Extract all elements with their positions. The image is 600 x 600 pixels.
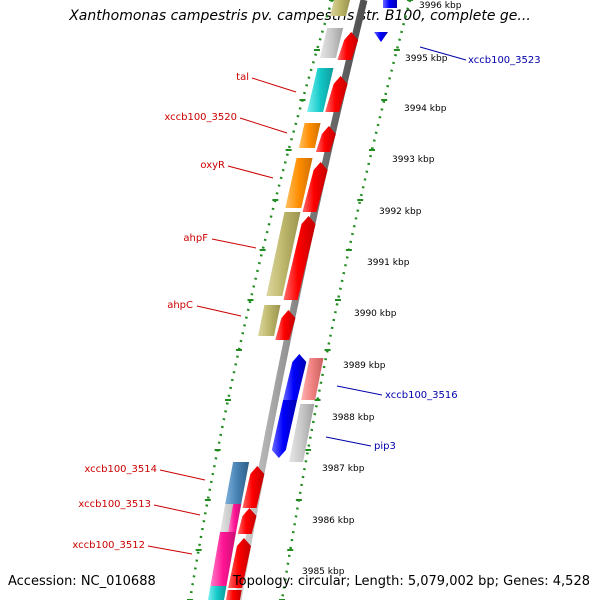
kbp-label: 3990 kbp xyxy=(354,309,397,319)
cds-arrow[interactable] xyxy=(302,162,328,212)
kbp-label: 3996 kbp xyxy=(419,1,462,11)
kbp-label: 3994 kbp xyxy=(404,104,447,114)
cds-arrow[interactable] xyxy=(283,216,316,300)
gene-label-xccb100-3512[interactable]: xccb100_3512 xyxy=(72,540,145,551)
gene-block[interactable] xyxy=(285,158,313,208)
gene-label-ahpF[interactable]: ahpF xyxy=(183,233,208,244)
leader-line xyxy=(239,117,288,134)
leader-line xyxy=(251,77,297,93)
gene-label-xccb100-3514[interactable]: xccb100_3514 xyxy=(84,464,157,475)
gene-block[interactable] xyxy=(298,123,321,148)
gene-label-ahpC[interactable]: ahpC xyxy=(167,300,193,311)
cds-arrow[interactable] xyxy=(237,508,257,534)
kbp-label: 3991 kbp xyxy=(367,258,410,268)
cds-arrow[interactable] xyxy=(271,400,298,458)
leader-line xyxy=(325,436,372,447)
cds-arrow[interactable] xyxy=(374,32,388,42)
gene-label-pip3[interactable]: pip3 xyxy=(374,441,396,452)
gene-block[interactable] xyxy=(319,28,344,58)
kbp-label: 3987 kbp xyxy=(322,464,365,474)
cds-arrow[interactable] xyxy=(325,76,348,112)
gene-block[interactable] xyxy=(330,0,350,16)
leader-line xyxy=(227,165,274,179)
gene-block[interactable] xyxy=(307,68,334,112)
kbp-label: 3992 kbp xyxy=(379,207,422,217)
gene-block[interactable] xyxy=(228,504,242,532)
kbp-label: 3986 kbp xyxy=(312,516,355,526)
gene-block[interactable] xyxy=(225,462,250,504)
map-title: Xanthomonas campestris pv. campestris st… xyxy=(69,8,531,24)
gene-label-tal[interactable]: tal xyxy=(236,72,249,83)
cds-arrow[interactable] xyxy=(283,354,307,400)
cds-arrow[interactable] xyxy=(242,466,265,508)
gene-block[interactable] xyxy=(208,586,227,600)
gene-block[interactable] xyxy=(301,358,324,400)
accession-text: Accession: NC_010688 xyxy=(8,574,156,589)
kbp-label: 3985 kbp xyxy=(302,567,345,577)
gene-block[interactable] xyxy=(266,212,301,296)
leader-line xyxy=(211,238,257,249)
cds-arrow[interactable] xyxy=(275,310,296,340)
gene-block[interactable] xyxy=(289,404,315,462)
gene-features xyxy=(208,0,397,600)
kbp-label: 3995 kbp xyxy=(405,54,448,64)
label-leader-lines xyxy=(147,46,467,555)
leader-line xyxy=(153,504,201,516)
kbp-label: 3988 kbp xyxy=(332,413,375,423)
leader-line xyxy=(159,469,206,481)
gene-label-xccb100-3523[interactable]: xccb100_3523 xyxy=(468,55,541,66)
gene-block[interactable] xyxy=(383,0,397,8)
left-tick-track xyxy=(188,0,334,600)
cds-arrow[interactable] xyxy=(315,126,336,152)
leader-line xyxy=(196,305,242,317)
leader-line xyxy=(419,46,467,61)
gene-block[interactable] xyxy=(226,590,242,600)
cds-arrow[interactable] xyxy=(228,538,251,588)
kbp-label: 3989 kbp xyxy=(343,361,386,371)
cds-arrow[interactable] xyxy=(337,32,359,60)
gene-label-xccb100-3520[interactable]: xccb100_3520 xyxy=(164,112,237,123)
gene-label-xccb100-3513[interactable]: xccb100_3513 xyxy=(78,499,151,510)
right-tick-track xyxy=(280,0,412,600)
genome-summary-text: Topology: circular; Length: 5,079,002 bp… xyxy=(232,574,590,589)
gene-label-xccb100-3516[interactable]: xccb100_3516 xyxy=(385,390,458,401)
gene-block[interactable] xyxy=(258,305,281,336)
leader-line xyxy=(147,545,193,555)
leader-line xyxy=(336,385,383,396)
gene-label-oxyR[interactable]: oxyR xyxy=(200,160,225,171)
tick-marks xyxy=(187,0,413,600)
kbp-label: 3993 kbp xyxy=(392,155,435,165)
gene-block[interactable] xyxy=(210,532,237,586)
